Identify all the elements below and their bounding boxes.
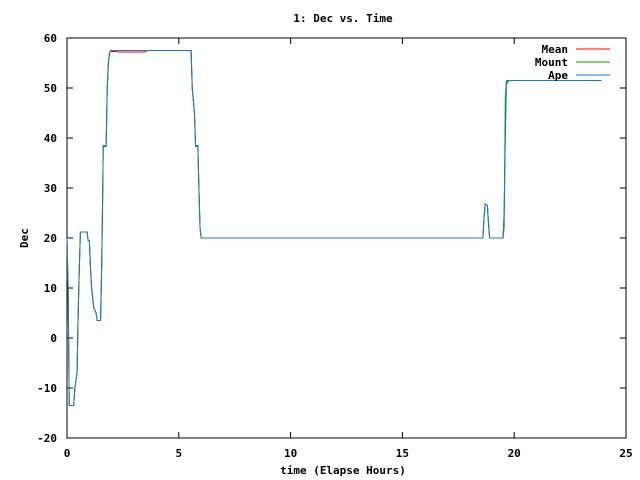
series-line-mount — [66, 50, 602, 406]
x-tick-label: 5 — [175, 447, 182, 460]
y-tick-label: 50 — [44, 82, 57, 95]
x-tick-label: 0 — [64, 447, 71, 460]
x-tick-label: 15 — [396, 447, 409, 460]
chart-title: 1: Dec vs. Time — [293, 12, 393, 25]
y-tick-label: 40 — [44, 132, 57, 145]
legend-label-ape: Ape — [548, 69, 568, 82]
x-tick-label: 10 — [284, 447, 297, 460]
y-tick-label: -20 — [37, 432, 57, 445]
x-axis: 0 5 10 15 20 25 — [64, 38, 633, 460]
series-line-ape — [66, 50, 602, 406]
y-tick-label: 60 — [44, 32, 57, 45]
series-line-mean — [66, 49, 602, 406]
legend-label-mount: Mount — [535, 56, 568, 69]
y-tick-label: -10 — [37, 382, 57, 395]
y-tick-label: 10 — [44, 282, 57, 295]
y-tick-label: 0 — [50, 332, 57, 345]
y-axis: -20 -10 0 10 20 30 40 50 60 — [37, 32, 626, 445]
y-axis-label: Dec — [18, 228, 31, 248]
legend-label-mean: Mean — [542, 43, 569, 56]
x-tick-label: 25 — [619, 447, 632, 460]
y-tick-label: 20 — [44, 232, 57, 245]
series-lines — [66, 49, 602, 406]
x-tick-label: 20 — [508, 447, 521, 460]
x-axis-label: time (Elapse Hours) — [280, 464, 406, 477]
y-tick-label: 30 — [44, 182, 57, 195]
